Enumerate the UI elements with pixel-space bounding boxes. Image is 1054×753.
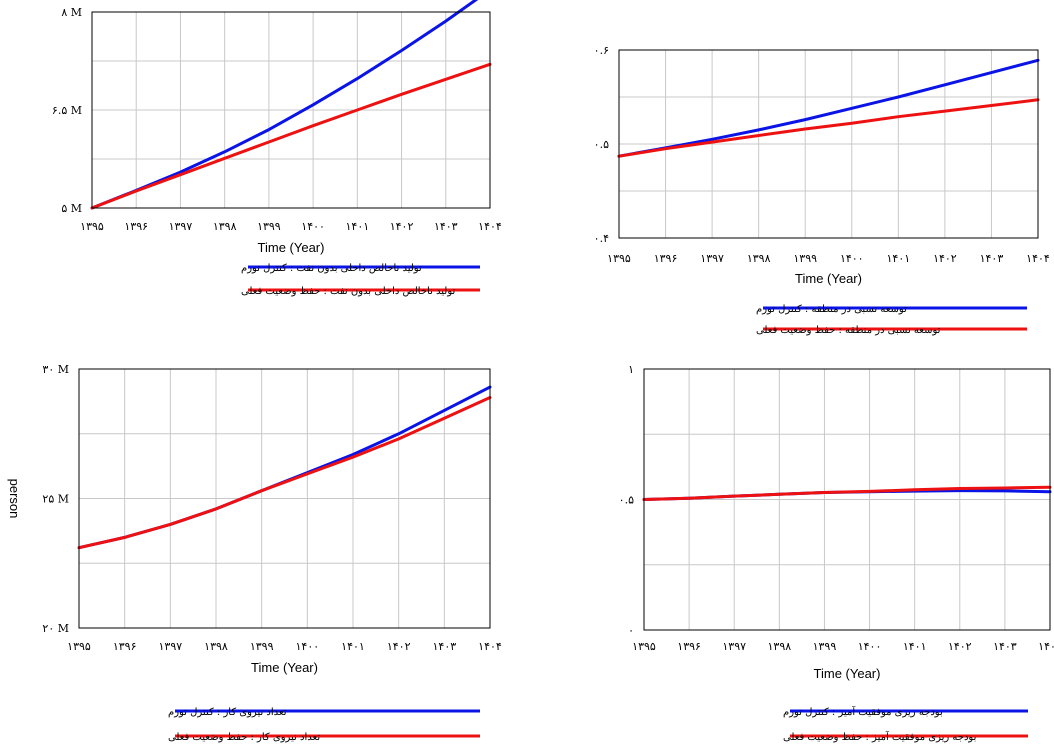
y-tick-label: ۰.۶ [594,44,609,57]
x-tick-label: ۱۴۰۴ [1026,252,1050,265]
legend-label: تولید ناخالص داخلی بدون نفت : حفظ وضعیت … [241,286,456,297]
x-tick-label: ۱۳۹۶ [677,640,701,653]
x-tick-label: ۱۳۹۹ [257,220,281,233]
legend-label: توسعه نسبی در منطقه : کنترل تورم [756,304,907,315]
x-tick-label: ۱۴۰۰ [840,252,864,265]
x-tick-label: ۱۴۰۱ [903,640,927,653]
x-tick-label: ۱۴۰۲ [933,252,957,265]
x-tick-label: ۱۳۹۶ [124,220,148,233]
y-tick-label: ۲۵ M [42,493,69,506]
gridlines [619,50,1038,238]
y-tick-label: ۰.۵ [594,138,609,151]
x-tick-label: ۱۳۹۸ [204,640,228,653]
x-tick-label: ۱۴۰۱ [341,640,365,653]
x-tick-label: ۱۴۰۳ [993,640,1017,653]
x-tick-label: ۱۳۹۷ [722,640,746,653]
x-tick-label: ۱۳۹۷ [700,252,724,265]
x-tick-label: ۱۳۹۵ [632,640,656,653]
chart-successful-budgeting: ۰ ۰.۵ ۱ ۱۳۹۵ ۱۳۹۶ ۱۳۹۷ ۱۳۹۸ ۱۳۹۹ ۱۴۰۰ ۱۴۰۱ ۱۴۰۲ ۱۴۰… [540,350,1054,753]
series-line-blue [77,385,492,550]
y-tick-label: ۱ [628,363,634,376]
x-tick-label: ۱۳۹۵ [80,220,104,233]
y-axis-title: person [7,479,22,519]
series-line-blue [617,58,1040,158]
x-tick-label: ۱۳۹۹ [793,252,817,265]
x-tick-label: ۱۴۰۲ [390,220,414,233]
chart-svg: ۵ M ۶.۵ M ۸ M ۱۳۹۵ ۱۳۹۶ ۱۳۹۷ ۱۳۹۸ ۱۳۹۹ ۱۴۰۰ ۱۴۰۱ ۱… [52,0,502,297]
x-tick-label: ۱۴۰۱ [887,252,911,265]
x-tick-label: ۱۳۹۵ [607,252,631,265]
chart-svg: ۲۰ M ۲۵ M ۳۰ M ۱۳۹۵ ۱۳۹۶ ۱۳۹۷ ۱۳۹۸ ۱۳۹۹ ۱۴۰۰ ۱۴۰۱… [7,363,502,743]
series-line-red [617,98,1040,158]
chart-regional-development: ۰.۴ ۰.۵ ۰.۶ ۱۳۹۵ ۱۳۹۶ ۱۳۹۷ ۱۳۹۸ ۱۳۹۹ ۱۴۰۰ ۱۴۰۱ ۱۴۰… [540,0,1054,350]
legend-label: بودجه ریزی موفقیت آمیز : حفظ وضعیت فعلی [783,730,976,743]
legend-label: توسعه نسبی در منطقه : حفظ وضعیت فعلی [756,325,941,336]
y-tick-label: ۰.۵ [619,494,634,507]
x-tick-label: ۱۳۹۶ [113,640,137,653]
x-tick-label: ۱۴۰۳ [434,220,458,233]
x-tick-label: ۱۴۰۲ [387,640,411,653]
y-tick-label: ۵ M [61,202,82,215]
y-tick-label: ۳۰ M [42,363,69,376]
legend-label: بودجه ریزی موفقیت آمیز : کنترل تورم [783,705,943,718]
x-tick-label: ۱۴۰۴ [478,640,502,653]
x-tick-label: ۱۳۹۹ [813,640,837,653]
x-tick-label: ۱۳۹۷ [169,220,193,233]
x-tick-label: ۱۴۰۳ [433,640,457,653]
x-tick-label: ۱۳۹۸ [768,640,792,653]
gridlines [79,369,490,628]
series-line-red [642,485,1052,501]
x-axis-title: Time (Year) [814,666,881,681]
series-line-red [77,396,492,550]
x-tick-label: ۱۳۹۹ [250,640,274,653]
y-tick-label: ۲۰ M [42,622,69,635]
x-tick-label: ۱۴۰۱ [346,220,370,233]
x-tick-label: ۱۳۹۸ [213,220,237,233]
x-tick-label: ۱۴۰۰ [858,640,882,653]
x-tick-label: ۱۴۰۴ [1038,640,1054,653]
y-tick-label: ۰.۴ [594,232,609,245]
legend-label: تعداد نیروی کار : حفظ وضعیت فعلی [168,732,320,743]
x-tick-label: ۱۴۰۴ [478,220,502,233]
chart-svg: ۰ ۰.۵ ۱ ۱۳۹۵ ۱۳۹۶ ۱۳۹۷ ۱۳۹۸ ۱۳۹۹ ۱۴۰۰ ۱۴۰۱ ۱۴۰۲ ۱۴۰… [619,363,1054,743]
x-axis-title: Time (Year) [258,240,325,255]
x-tick-label: ۱۳۹۵ [67,640,91,653]
plot-frame [643,368,1051,631]
series-line-red [90,62,492,210]
plot-frame [78,368,491,629]
x-tick-label: ۱۴۰۲ [948,640,972,653]
chart-svg: ۰.۴ ۰.۵ ۰.۶ ۱۳۹۵ ۱۳۹۶ ۱۳۹۷ ۱۳۹۸ ۱۳۹۹ ۱۴۰۰ ۱۴۰۱ ۱۴۰… [594,44,1050,336]
chart-labor-force: ۲۰ M ۲۵ M ۳۰ M ۱۳۹۵ ۱۳۹۶ ۱۳۹۷ ۱۳۹۸ ۱۳۹۹ ۱۴۰۰ ۱۴۰۱… [0,350,520,753]
series-line-blue [90,0,479,210]
y-tick-label: ۶.۵ M [52,104,82,117]
x-tick-label: ۱۳۹۸ [747,252,771,265]
x-axis-title: Time (Year) [795,271,862,286]
legend-label: تولید ناخالص داخلی بدون نفت : کنترل تورم [241,263,422,274]
x-tick-label: ۱۴۰۰ [296,640,320,653]
x-tick-label: ۱۳۹۶ [654,252,678,265]
y-tick-label: ۸ M [61,6,82,19]
legend-label: تعداد نیروی کار : کنترل تورم [168,707,287,718]
gridlines [92,12,490,208]
x-tick-label: ۱۴۰۰ [301,220,325,233]
chart-gdp-non-oil: ۵ M ۶.۵ M ۸ M ۱۳۹۵ ۱۳۹۶ ۱۳۹۷ ۱۳۹۸ ۱۳۹۹ ۱۴۰۰ ۱۴۰۱ ۱… [0,0,520,330]
plot-frame [91,11,491,209]
gridlines [644,369,1050,630]
x-axis-title: Time (Year) [251,660,318,675]
plot-frame [618,49,1039,239]
x-tick-label: ۱۴۰۳ [980,252,1004,265]
x-tick-label: ۱۳۹۷ [159,640,183,653]
y-tick-label: ۰ [628,624,634,637]
